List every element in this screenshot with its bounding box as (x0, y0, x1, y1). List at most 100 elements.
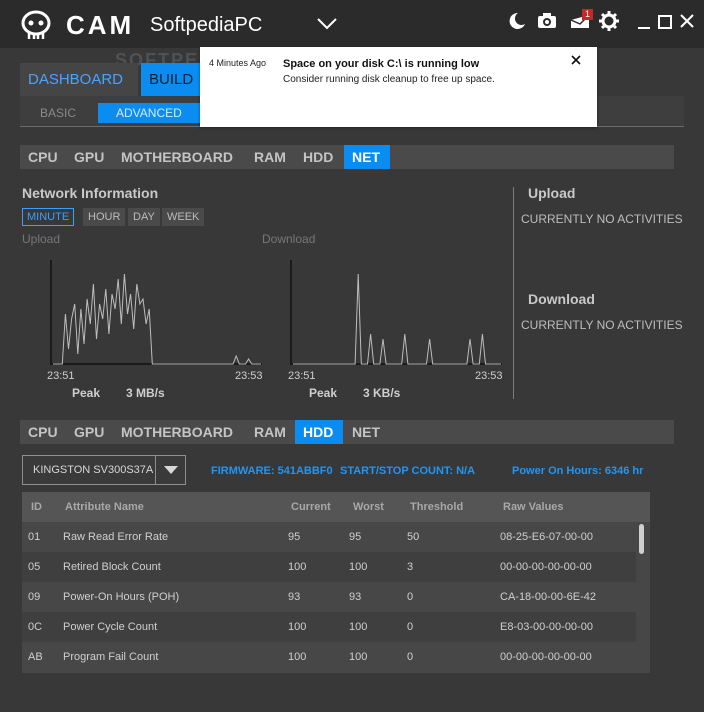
tab-ram[interactable]: RAM (254, 424, 286, 440)
cell-threshold: 0 (407, 651, 414, 663)
notification-count-badge: 1 (582, 9, 594, 20)
pc-name[interactable]: SoftpediaPC (150, 14, 263, 36)
side-download-heading: Download (528, 291, 595, 307)
cell-id: 0C (28, 621, 43, 633)
table-row[interactable]: AB Program Fail Count 100 100 0 00-00-00… (22, 642, 636, 672)
cell-attribute: Power-On Hours (POH) (63, 591, 180, 603)
period-week[interactable]: WEEK (162, 208, 205, 226)
cell-raw: E8-03-00-00-00-00 (500, 621, 593, 633)
cell-attribute: Power Cycle Count (63, 621, 158, 633)
col-worst: Worst (353, 501, 384, 513)
upload-peak-label: Peak (72, 386, 101, 400)
side-upload-status: CURRENTLY NO ACTIVITIES (521, 212, 683, 226)
upload-graph-title: Upload (22, 232, 61, 246)
col-id: ID (31, 501, 42, 513)
table-row[interactable]: 01 Raw Read Error Rate 95 95 50 08-25-E6… (22, 522, 636, 552)
table-row[interactable]: 05 Retired Block Count 100 100 3 00-00-0… (22, 552, 636, 582)
cell-worst: 100 (349, 651, 368, 663)
period-day[interactable]: DAY (128, 208, 160, 226)
moon-icon[interactable] (506, 10, 528, 32)
download-end-time: 23:53 (475, 370, 503, 382)
tab-dashboard[interactable]: DASHBOARD (20, 63, 138, 96)
table-row[interactable]: 09 Power-On Hours (POH) 93 93 0 CA-18-00… (22, 582, 636, 612)
period-minute[interactable]: MINUTE (22, 208, 75, 226)
power-on-hours: Power On Hours: 6346 hr (512, 465, 644, 477)
cell-threshold: 0 (407, 591, 414, 603)
cell-threshold: 50 (407, 531, 420, 543)
notification-time: 4 Minutes Ago (209, 58, 267, 68)
cell-id: 05 (28, 561, 41, 573)
cell-current: 100 (288, 561, 307, 573)
drive-select[interactable]: KINGSTON SV300S37A (22, 455, 186, 485)
cell-current: 95 (288, 531, 301, 543)
period-hour[interactable]: HOUR (83, 208, 126, 226)
table-header: ID Attribute Name Current Worst Threshol… (22, 492, 650, 522)
cell-worst: 100 (349, 561, 368, 573)
cell-current: 100 (288, 651, 307, 663)
camera-icon[interactable] (536, 10, 558, 32)
tab-ram[interactable]: RAM (254, 149, 286, 165)
tab-hdd[interactable]: HDD (295, 420, 343, 444)
upload-graph-line (53, 273, 261, 365)
table-scrollbar[interactable] (639, 522, 645, 673)
download-graph-title: Download (262, 232, 316, 246)
cell-worst: 95 (349, 531, 362, 543)
hardware-tabs-bottom: CPU GPU MOTHERBOARD RAM HDD NET (20, 420, 674, 444)
notification-body: Consider running disk cleanup to free up… (283, 74, 495, 85)
chevron-down-icon[interactable] (316, 16, 338, 32)
upload-start-time: 23:51 (47, 370, 75, 382)
table-row[interactable]: 0C Power Cycle Count 100 100 0 E8-03-00-… (22, 612, 636, 642)
scrollbar-thumb[interactable] (639, 524, 644, 554)
firmware-info: FIRMWARE: 541ABBF0 (211, 465, 333, 477)
title-bar: CAM SoftpediaPC 1 (0, 0, 704, 48)
subtab-basic[interactable]: BASIC (40, 106, 77, 120)
download-peak-label: Peak (309, 386, 338, 400)
tab-build[interactable]: BUILD (141, 63, 201, 96)
upload-peak-value: 3 MB/s (126, 386, 165, 400)
caret-down-icon (164, 466, 178, 474)
drive-name: KINGSTON SV300S37A (33, 464, 154, 476)
tab-net[interactable]: NET (352, 424, 380, 440)
network-divider (513, 187, 514, 399)
cell-threshold: 0 (407, 621, 414, 633)
close-icon[interactable] (676, 10, 698, 32)
tab-gpu[interactable]: GPU (74, 149, 105, 165)
tab-net[interactable]: NET (344, 145, 390, 169)
download-peak-value: 3 KB/s (363, 386, 401, 400)
drive-dropdown-button[interactable] (155, 456, 185, 484)
tab-hdd[interactable]: HDD (303, 149, 334, 165)
download-start-time: 23:51 (288, 370, 316, 382)
col-current: Current (291, 501, 331, 513)
cell-attribute: Retired Block Count (63, 561, 161, 573)
cell-raw: CA-18-00-00-6E-42 (500, 591, 596, 603)
tab-gpu[interactable]: GPU (74, 424, 105, 440)
download-graph-axes (290, 260, 502, 365)
smart-table: ID Attribute Name Current Worst Threshol… (22, 492, 650, 673)
network-info-title: Network Information (22, 185, 159, 201)
minimize-icon[interactable] (634, 10, 656, 32)
cell-current: 93 (288, 591, 301, 603)
notification-popup: 4 Minutes Ago Space on your disk C:\ is … (200, 47, 597, 127)
subtab-advanced[interactable]: ADVANCED (98, 103, 200, 123)
cell-raw: 00-00-00-00-00-00 (500, 651, 592, 663)
notification-title: Space on your disk C:\ is running low (283, 58, 480, 70)
upload-graph (50, 260, 262, 365)
notification-close-icon[interactable] (570, 54, 582, 66)
col-threshold: Threshold (410, 501, 464, 513)
gear-icon[interactable] (598, 10, 620, 32)
cell-id: 01 (28, 531, 41, 543)
tab-cpu[interactable]: CPU (28, 424, 58, 440)
tab-motherboard[interactable]: MOTHERBOARD (121, 149, 233, 165)
hardware-tabs-top: CPU GPU MOTHERBOARD RAM HDD NET (20, 145, 674, 169)
maximize-icon[interactable] (655, 10, 677, 32)
cell-raw: 00-00-00-00-00-00 (500, 561, 592, 573)
col-attribute: Attribute Name (65, 501, 144, 513)
tab-motherboard[interactable]: MOTHERBOARD (121, 424, 233, 440)
side-download-status: CURRENTLY NO ACTIVITIES (521, 318, 683, 332)
upload-end-time: 23:53 (235, 370, 263, 382)
cell-raw: 08-25-E6-07-00-00 (500, 531, 593, 543)
tab-cpu[interactable]: CPU (28, 149, 58, 165)
cell-current: 100 (288, 621, 307, 633)
app-brand: CAM (66, 10, 135, 40)
cell-attribute: Raw Read Error Rate (63, 531, 169, 543)
